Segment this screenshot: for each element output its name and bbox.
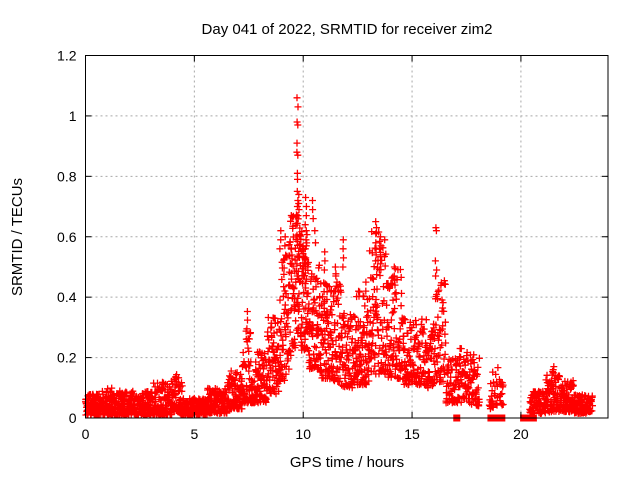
svg-text:1.2: 1.2 [57,48,77,64]
svg-text:15: 15 [404,426,420,442]
svg-text:0.6: 0.6 [57,229,77,245]
svg-text:0.4: 0.4 [57,289,77,305]
svg-text:20: 20 [513,426,529,442]
data-points [82,94,596,419]
x-axis-label: GPS time / hours [290,454,404,471]
svg-text:0: 0 [82,426,90,442]
svg-text:0.2: 0.2 [57,350,77,366]
svg-text:0.8: 0.8 [57,168,77,184]
svg-text:0: 0 [69,410,77,426]
svg-text:1: 1 [69,108,77,124]
chart-title: Day 041 of 2022, SRMTID for receiver zim… [202,21,493,38]
svg-text:5: 5 [190,426,198,442]
svg-text:10: 10 [295,426,311,442]
y-tick-labels: 0 0.2 0.4 0.6 0.8 1 1.2 [57,48,77,427]
x-tick-labels: 0 5 10 15 20 [82,426,529,442]
y-axis-label: SRMTID / TECUs [9,178,26,296]
axis-ticks [85,55,608,419]
gridlines [85,55,608,418]
